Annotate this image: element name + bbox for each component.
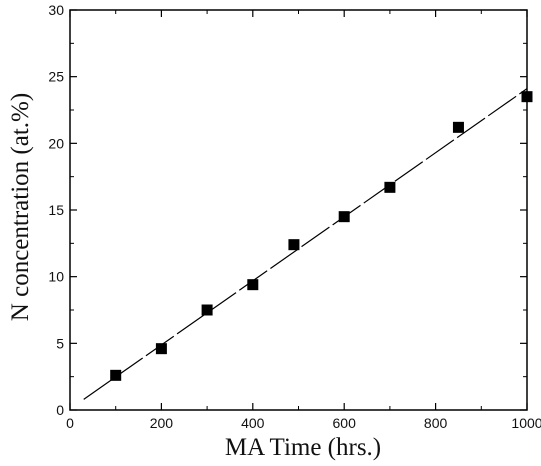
- plot-frame: [69, 9, 528, 411]
- x-tick-label: 0: [66, 415, 74, 431]
- y-tick-label: 25: [48, 69, 64, 85]
- y-axis-label: N concentration (at.%): [7, 93, 34, 321]
- x-tick-label: 800: [424, 415, 448, 431]
- data-point: [247, 279, 259, 291]
- x-tick-label: 400: [241, 415, 265, 431]
- data-point: [338, 211, 350, 223]
- plot-axes: [69, 9, 528, 411]
- data-point: [110, 369, 122, 381]
- data-point: [452, 121, 464, 133]
- y-tick-label: 0: [56, 402, 64, 418]
- data-point: [288, 239, 300, 251]
- fit-line: [83, 88, 528, 400]
- x-tick-label: 600: [333, 415, 357, 431]
- y-tick-label: 15: [48, 202, 64, 218]
- y-tick-label: 20: [48, 135, 64, 151]
- y-tick-labels: 0 5 10 15 20 25 30: [48, 2, 64, 418]
- data-point: [201, 304, 213, 316]
- x-tick-label: 200: [150, 415, 174, 431]
- x-tick-label: 1000: [511, 415, 541, 431]
- y-tick-label: 5: [56, 335, 64, 351]
- y-tick-label: 10: [48, 269, 64, 285]
- data-points: [110, 91, 533, 381]
- x-axis-label: MA Time (hrs.): [225, 434, 381, 461]
- x-tick-labels: 0 200 400 600 800 1000: [66, 415, 541, 431]
- data-point: [384, 181, 396, 193]
- y-tick-label: 30: [48, 2, 64, 18]
- data-point: [521, 91, 533, 103]
- data-point: [155, 343, 167, 355]
- fit-line-group: [83, 88, 528, 400]
